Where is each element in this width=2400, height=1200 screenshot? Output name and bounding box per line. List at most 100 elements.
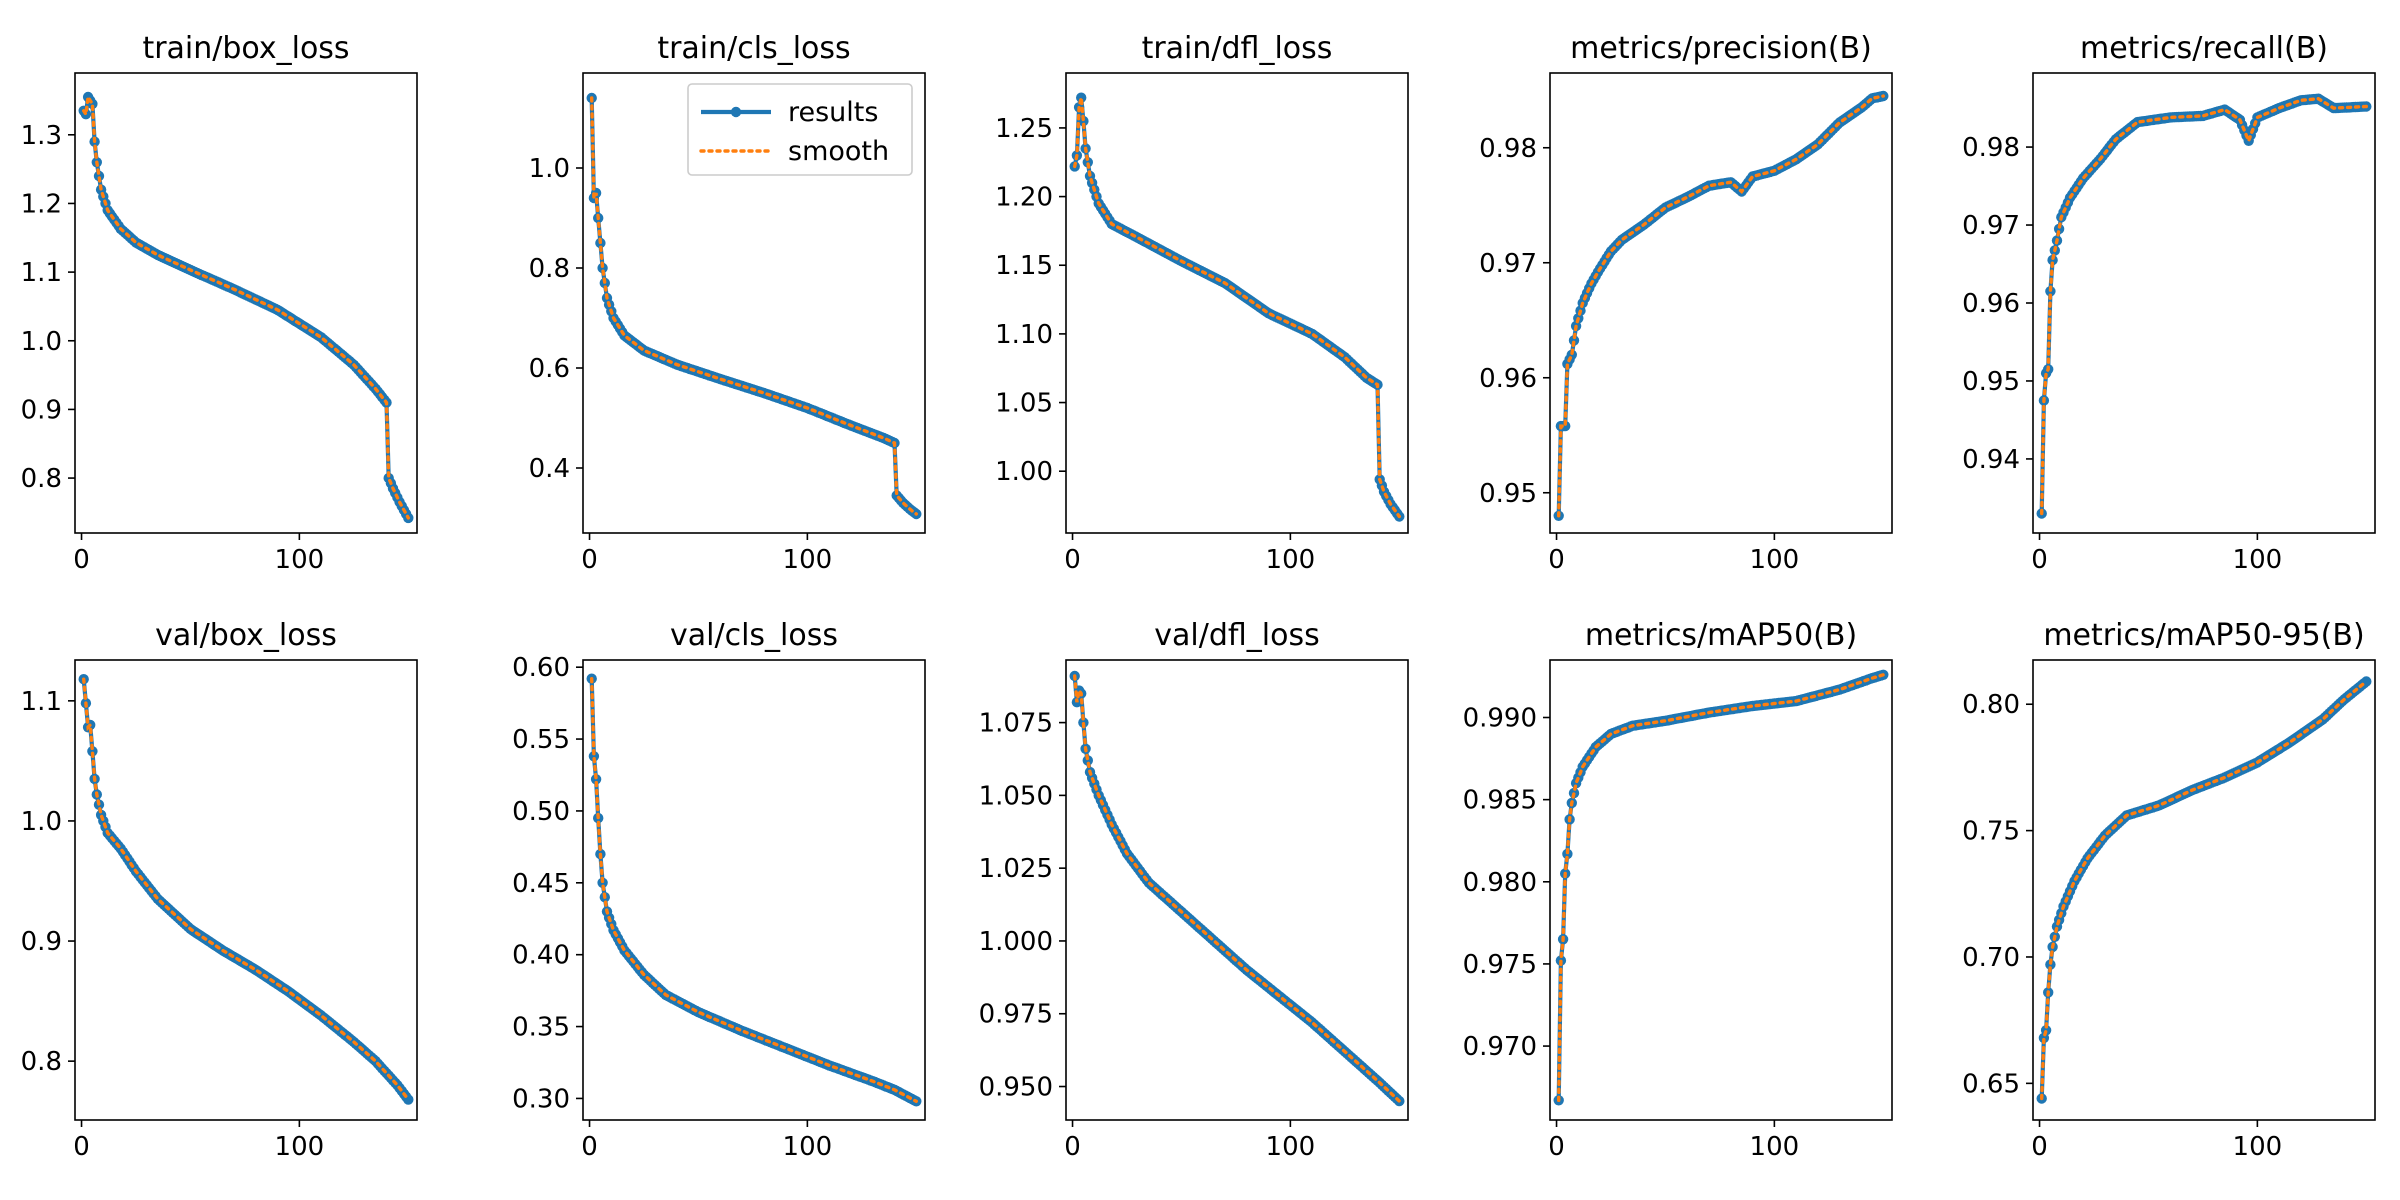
results-point — [597, 262, 608, 274]
plot-frame — [582, 659, 926, 1121]
y-tick-label: 1.3 — [21, 121, 62, 151]
series-group — [1069, 92, 1405, 522]
y-tick-label: 1.0 — [21, 807, 62, 837]
y-tick-label: 1.0 — [529, 154, 570, 184]
y-tick-label: 1.20 — [995, 183, 1053, 213]
x-tick-label: 100 — [1750, 545, 1800, 575]
results-point — [2047, 254, 2058, 266]
y-tick-label: 0.97 — [1962, 211, 2020, 241]
y-tick-label: 0.96 — [1479, 364, 1537, 394]
y-tick-label: 0.95 — [1962, 367, 2020, 397]
y-tick-label: 0.985 — [1463, 786, 1537, 816]
results-point — [93, 170, 105, 182]
x-tick-label: 100 — [2233, 545, 2283, 575]
results-point — [1560, 420, 1571, 432]
y-tick-label: 0.8 — [21, 1047, 62, 1077]
x-tick-label: 0 — [1064, 545, 1081, 575]
subplot-title: metrics/mAP50-95(B) — [2043, 618, 2364, 653]
results-point — [590, 774, 602, 785]
results-point — [1082, 755, 1094, 766]
y-tick-label: 0.80 — [1962, 690, 2020, 720]
y-tick-label: 1.2 — [21, 189, 62, 219]
y-tick-label: 0.4 — [529, 454, 570, 484]
plot-frame — [1065, 72, 1409, 534]
y-tick-label: 0.98 — [1479, 134, 1537, 164]
plot-frame — [2032, 659, 2376, 1121]
subplot-title: val/box_loss — [155, 618, 337, 653]
smooth-line — [82, 91, 410, 520]
plot-frame — [1549, 659, 1893, 1121]
x-tick-label: 0 — [73, 545, 90, 575]
series-group — [1553, 90, 1889, 521]
legend-results-label: results — [788, 97, 878, 128]
y-tick-label: 0.980 — [1463, 868, 1537, 898]
plot-frame — [1065, 659, 1409, 1121]
results-point — [1076, 92, 1087, 103]
y-tick-label: 0.40 — [512, 941, 570, 971]
y-tick-label: 0.94 — [1962, 445, 2020, 475]
y-tick-label: 0.50 — [512, 797, 570, 827]
smooth-line — [1073, 97, 1401, 519]
smooth-line — [1557, 673, 1885, 1102]
x-tick-label: 0 — [581, 1132, 598, 1162]
y-tick-label: 1.0 — [21, 327, 62, 357]
y-tick-label: 1.000 — [979, 927, 1053, 957]
subplot-title: val/cls_loss — [670, 618, 838, 653]
plot-frame — [582, 72, 926, 534]
y-tick-label: 0.98 — [1962, 133, 2020, 163]
y-tick-label: 0.975 — [1463, 950, 1537, 980]
y-tick-label: 1.075 — [979, 709, 1053, 739]
plot-frame — [74, 72, 418, 534]
results-point — [87, 746, 98, 757]
series-group — [2036, 676, 2372, 1104]
y-tick-label: 0.95 — [1479, 479, 1537, 509]
smooth-line — [2040, 96, 2368, 516]
plot-frame — [1549, 72, 1893, 534]
y-tick-label: 0.8 — [529, 254, 570, 284]
y-tick-label: 0.96 — [1962, 289, 2020, 319]
legend-smooth-label: smooth — [788, 136, 889, 167]
y-tick-label: 0.55 — [512, 725, 570, 755]
y-tick-label: 0.65 — [1962, 1069, 2020, 1099]
x-tick-label: 0 — [1064, 1132, 1081, 1162]
y-tick-label: 1.15 — [995, 251, 1053, 281]
legend-results-marker — [730, 106, 742, 118]
smooth-line — [1557, 94, 1885, 518]
smooth-line — [82, 677, 410, 1102]
subplot-title: val/dfl_loss — [1154, 618, 1319, 653]
y-tick-label: 0.990 — [1463, 704, 1537, 734]
subplot-title: train/dfl_loss — [1142, 31, 1333, 66]
x-tick-label: 0 — [581, 545, 598, 575]
y-tick-label: 0.9 — [21, 395, 62, 425]
x-tick-label: 100 — [275, 545, 325, 575]
y-tick-label: 1.05 — [995, 389, 1053, 419]
y-tick-label: 1.050 — [979, 781, 1053, 811]
y-tick-label: 0.30 — [512, 1084, 570, 1114]
x-tick-label: 100 — [783, 545, 833, 575]
y-tick-label: 0.9 — [21, 927, 62, 957]
y-tick-label: 0.97 — [1479, 249, 1537, 279]
y-tick-label: 1.10 — [995, 320, 1053, 350]
x-tick-label: 100 — [2233, 1132, 2283, 1162]
subplot-metrics-map50-95-b: metrics/mAP50-95(B) 0 100 0.65 0.70 0.75 0.80 — [1962, 618, 2376, 1162]
series-group — [1553, 669, 1889, 1106]
x-tick-label: 0 — [2031, 1132, 2048, 1162]
subplot-metrics-recall-b: metrics/recall(B) 0 100 0.94 0.95 0.96 0.97 0.9… — [1962, 31, 2376, 575]
subplot-title: metrics/recall(B) — [2080, 31, 2328, 66]
subplot-metrics-precision-b: metrics/precision(B) 0 100 0.95 0.96 0.97 0.98 — [1479, 31, 1893, 575]
series-group — [2036, 93, 2372, 519]
results-point — [588, 751, 600, 762]
y-tick-label: 0.75 — [1962, 817, 2020, 847]
series-group — [586, 92, 922, 520]
series-group — [1069, 670, 1405, 1107]
y-tick-label: 0.60 — [512, 653, 570, 683]
y-tick-label: 0.8 — [21, 464, 62, 494]
y-tick-label: 0.35 — [512, 1013, 570, 1043]
subplot-val-cls-loss: val/cls_loss 0 100 0.30 0.35 0.40 0.45 0.50 0.55… — [512, 618, 926, 1162]
plot-frame — [74, 659, 418, 1121]
subplot-title: train/cls_loss — [657, 31, 850, 66]
x-tick-label: 100 — [783, 1132, 833, 1162]
smooth-line — [2040, 679, 2368, 1101]
legend: results smooth — [687, 83, 913, 176]
